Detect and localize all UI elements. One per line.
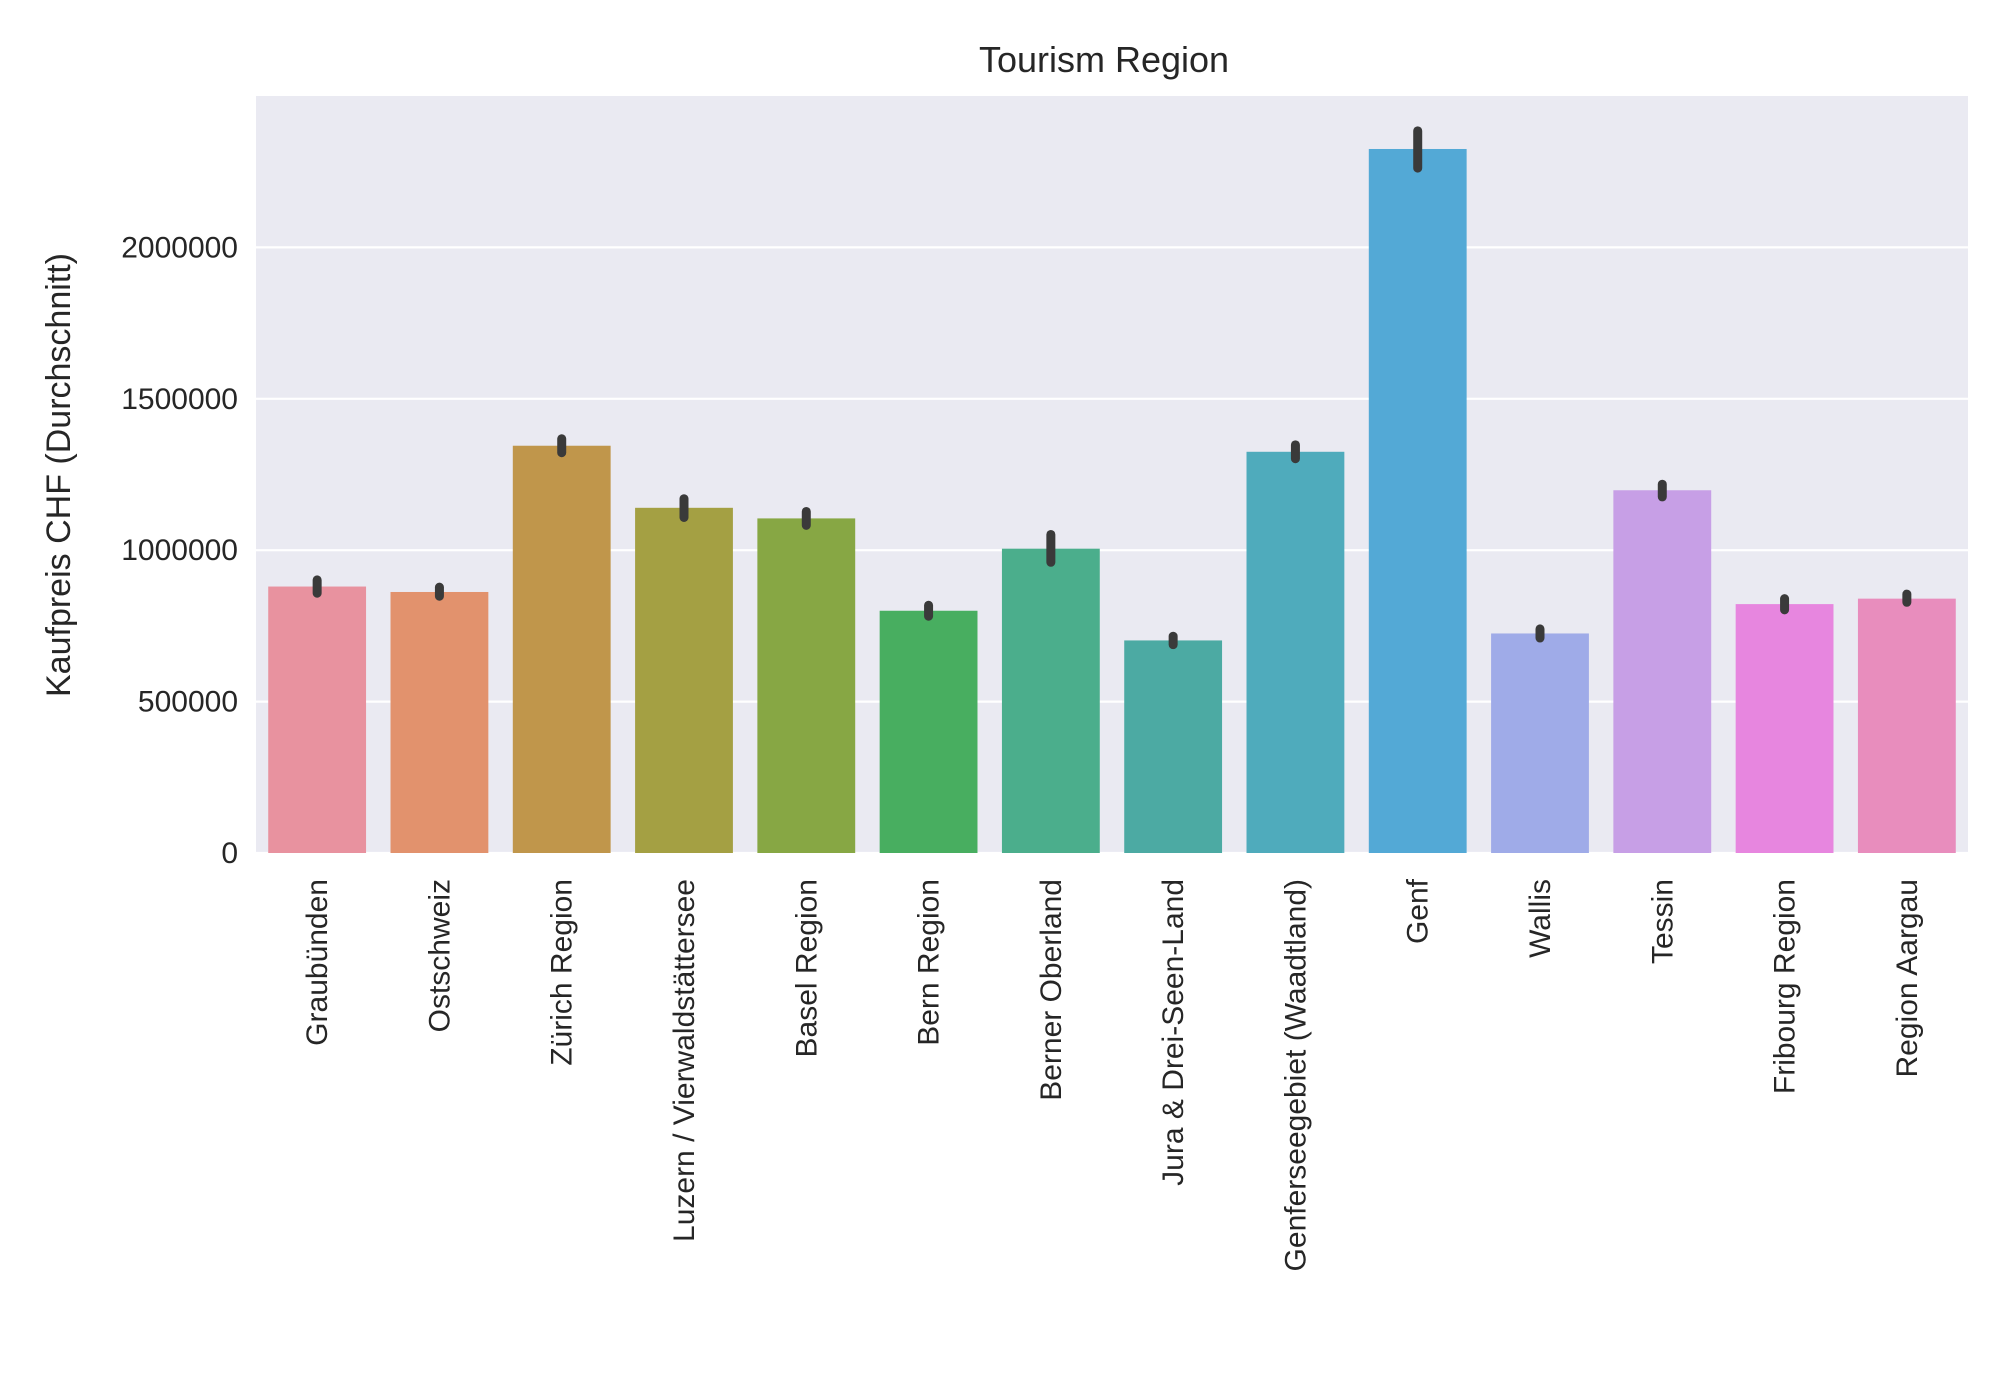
bar bbox=[268, 586, 367, 853]
x-tick-label: Region Aargau bbox=[1891, 879, 1924, 1078]
bar bbox=[1491, 633, 1589, 853]
bar bbox=[1001, 548, 1100, 853]
chart-title: Tourism Region bbox=[979, 39, 1229, 80]
x-tick-label: Ostschweiz bbox=[423, 879, 456, 1032]
x-tick-label: Bern Region bbox=[913, 879, 946, 1046]
y-tick-label: 1500000 bbox=[121, 383, 238, 416]
y-tick-label: 0 bbox=[221, 837, 238, 870]
bar bbox=[757, 518, 856, 853]
x-tick-label: Wallis bbox=[1524, 879, 1557, 958]
x-tick-label: Zürich Region bbox=[546, 879, 579, 1066]
x-tick-label: Tessin bbox=[1646, 879, 1679, 964]
error-bars bbox=[312, 126, 1912, 650]
y-tick-label: 1000000 bbox=[121, 534, 238, 567]
x-tick-label: Graubünden bbox=[301, 879, 334, 1046]
y-tick-label: 2000000 bbox=[121, 231, 238, 264]
bar bbox=[390, 591, 489, 853]
bar bbox=[1124, 640, 1223, 853]
y-axis-label: Kaufpreis CHF (Durchschnitt) bbox=[40, 253, 78, 697]
bar bbox=[512, 445, 611, 853]
y-tick-label: 500000 bbox=[138, 686, 238, 719]
x-tick-label: Genf bbox=[1402, 878, 1435, 944]
x-tick-label: Berner Oberland bbox=[1035, 879, 1068, 1101]
x-tick-label: Genferseegebiet (Waadtland) bbox=[1279, 879, 1312, 1271]
bars bbox=[268, 148, 1956, 854]
bar bbox=[1735, 604, 1834, 853]
x-tick-label: Fribourg Region bbox=[1769, 879, 1802, 1094]
bar bbox=[1857, 598, 1956, 853]
y-axis-ticks: 0 500000 1000000 1500000 2000000 bbox=[121, 231, 238, 870]
x-axis-ticks: Graubünden Ostschweiz Zürich Region Luzern … bbox=[301, 878, 1924, 1271]
x-tick-label: Basel Region bbox=[790, 879, 823, 1057]
x-tick-label: Jura & Drei-Seen-Land bbox=[1157, 879, 1190, 1186]
x-tick-label: Luzern / Vierwaldstättersee bbox=[668, 879, 701, 1242]
bar bbox=[1246, 451, 1345, 853]
bar bbox=[1613, 490, 1712, 853]
bar bbox=[1368, 148, 1467, 854]
bar bbox=[635, 507, 733, 853]
bar bbox=[879, 610, 978, 853]
